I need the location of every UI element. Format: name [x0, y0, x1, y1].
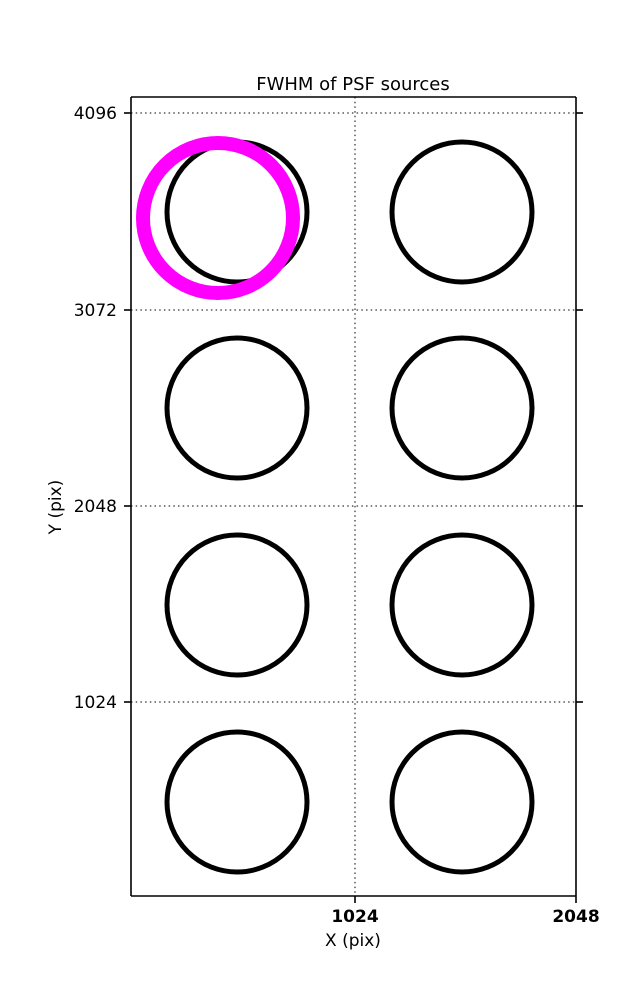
- y-axis-label: Y (pix): [46, 480, 66, 536]
- xtick-label-1024: 1024: [331, 907, 378, 927]
- marker-circle: [389, 729, 535, 875]
- axis-spines: [130, 96, 577, 897]
- marker-circle: [164, 729, 310, 875]
- marker-circle: [164, 335, 310, 481]
- xtick-label-2048: 2048: [552, 907, 599, 927]
- highlight-marker: [136, 136, 300, 300]
- ytick-label-4096: 4096: [74, 104, 117, 124]
- ytick-label-3072: 3072: [74, 301, 117, 321]
- data-markers: [164, 139, 535, 875]
- x-axis-label: X (pix): [325, 931, 381, 951]
- page-title: FWHM of PSF sources: [256, 74, 450, 95]
- marker-circle: [389, 139, 535, 285]
- tick-marks: [124, 112, 583, 903]
- highlight-circle: [136, 136, 300, 300]
- marker-circle: [164, 532, 310, 678]
- marker-circle: [389, 532, 535, 678]
- marker-circle: [389, 335, 535, 481]
- plot-area: [131, 97, 576, 896]
- ytick-label-1024: 1024: [74, 693, 117, 713]
- ytick-label-2048: 2048: [74, 497, 117, 517]
- grid-lines: [131, 97, 576, 896]
